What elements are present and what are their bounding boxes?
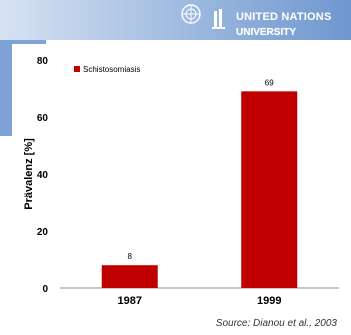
legend-swatch [74,66,80,72]
data-label: 69 [265,78,274,87]
un-emblem-icon [181,4,201,24]
bar-1987 [101,265,158,288]
y-tick-label: 20 [37,227,49,238]
x-tick-label: 1987 [118,295,142,307]
source-citation: Source: Dianou et al., 2003 [215,318,337,329]
y-tick-label: 40 [37,170,49,181]
bar-1999 [241,91,298,288]
org-name: UNITED NATIONS [236,11,332,23]
data-label: 8 [128,252,133,261]
y-axis-label: Prävalenz [%] [23,138,35,210]
x-tick-label: 1999 [257,295,281,307]
org-subname: UNIVERSITY [236,27,297,38]
y-tick-label: 0 [42,284,48,295]
chart-panel: 0 20 40 60 80 Prävalenz [%] 8 1987 69 1999 Schisto… [12,44,351,324]
legend-label: Schistosomiasis [83,65,140,74]
header-band [0,0,351,40]
bar-chart: 0 20 40 60 80 Prävalenz [%] 8 1987 69 1999 Schisto… [23,56,339,307]
university-pillar-icon [212,9,225,29]
y-tick-label: 60 [37,113,49,124]
y-tick-label: 80 [37,56,49,67]
